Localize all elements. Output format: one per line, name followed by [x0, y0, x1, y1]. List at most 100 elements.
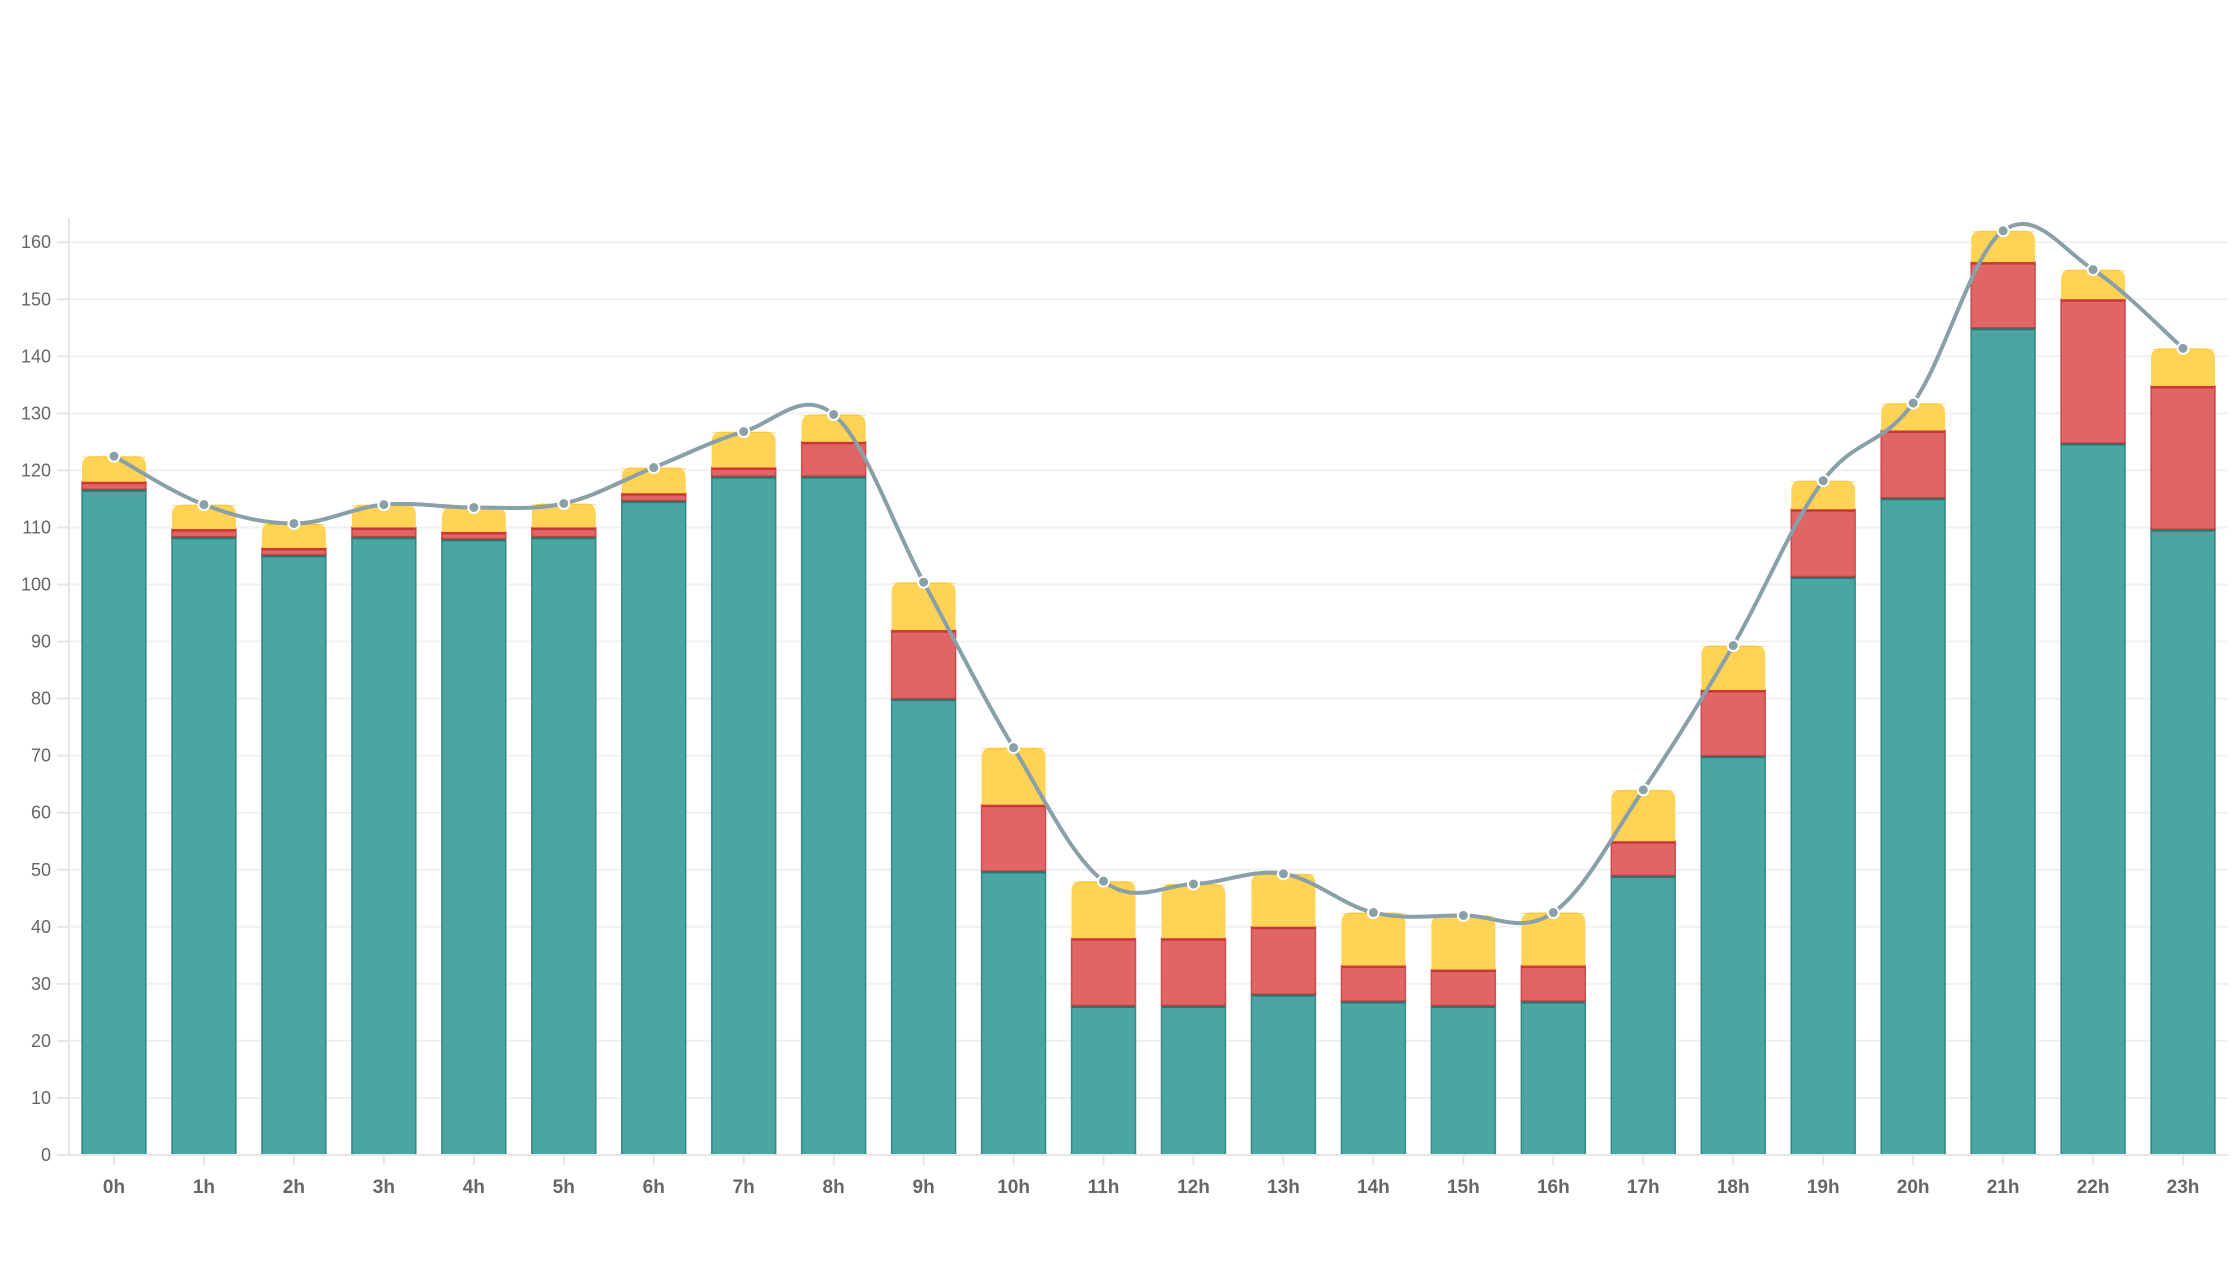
y-tick-label: 30 [31, 974, 51, 994]
x-tick-label: 19h [1807, 1177, 1840, 1198]
y-tick-label: 80 [31, 689, 51, 709]
bar-segment-2 [2151, 348, 2216, 386]
bar-segment-2 [1701, 645, 1766, 691]
line-point [377, 498, 391, 512]
line-point [2176, 341, 2190, 355]
bar-segment-2 [711, 431, 776, 468]
bar-segment-2 [261, 523, 326, 548]
bar-segment-1 [800, 441, 867, 477]
bar-segment-0 [1160, 1004, 1227, 1156]
y-tick-label: 100 [21, 575, 51, 595]
x-tick-label: 21h [1987, 1177, 2020, 1198]
x-tick-label: 5h [553, 1177, 575, 1198]
bar-segment-0 [1970, 327, 2036, 1156]
x-tick-label: 1h [193, 1177, 215, 1198]
x-tick-label: 20h [1897, 1177, 1930, 1198]
bar-segment-0 [261, 554, 327, 1156]
bar-segment-2 [891, 582, 956, 631]
bar-segment-0 [980, 870, 1047, 1156]
line-point [287, 516, 301, 530]
line-point [2086, 263, 2100, 277]
y-tick-label: 130 [21, 403, 51, 423]
bar-segment-1 [980, 803, 1047, 872]
bar-segment-2 [81, 456, 146, 482]
bar-segment-1 [1970, 261, 2036, 329]
y-tick-label: 60 [31, 803, 51, 823]
line-point [1726, 639, 1740, 653]
bar-segment-2 [1071, 881, 1136, 939]
x-tick-label: 4h [463, 1177, 485, 1198]
line-point [107, 449, 121, 463]
bar-segment-2 [1431, 915, 1496, 970]
bar-segment-2 [1341, 912, 1406, 966]
line-point [1097, 874, 1111, 888]
x-tick-label: 18h [1717, 1177, 1750, 1198]
bar-segment-1 [1520, 964, 1587, 1002]
bar-segment-0 [171, 535, 237, 1156]
bar-segment-0 [441, 538, 507, 1156]
y-tick-label: 20 [31, 1031, 51, 1051]
x-tick-label: 8h [823, 1177, 845, 1198]
line-point [1456, 908, 1470, 922]
y-tick-label: 90 [31, 632, 51, 652]
x-tick-label: 3h [373, 1177, 395, 1198]
bar-segment-2 [981, 747, 1046, 805]
x-tick-label: 12h [1177, 1177, 1210, 1198]
bar-segment-0 [620, 499, 687, 1156]
x-tick-label: 6h [643, 1177, 665, 1198]
line-point [827, 407, 841, 421]
line-point [647, 461, 661, 475]
bar-segment-2 [1161, 884, 1226, 939]
x-tick-label: 11h [1088, 1177, 1120, 1198]
bar-segment-0 [531, 535, 597, 1156]
bar-segment-0 [1340, 1000, 1407, 1156]
bar-segment-1 [2150, 385, 2216, 530]
bar-segment-0 [1520, 1000, 1587, 1156]
x-tick-label: 10h [997, 1177, 1030, 1198]
total-line [107, 222, 2190, 926]
bar-segment-1 [1070, 937, 1137, 1007]
line-point [917, 575, 931, 589]
line-point [1007, 741, 1021, 755]
y-tick-label: 110 [22, 517, 51, 537]
bar-segment-1 [890, 629, 957, 700]
bar-segment-0 [1250, 993, 1317, 1156]
line-point [1276, 867, 1290, 881]
x-tick-label: 14h [1357, 1177, 1390, 1198]
x-tick-label: 9h [913, 1177, 935, 1198]
bar-segment-2 [1251, 873, 1316, 927]
bar-segment-2 [531, 503, 596, 528]
x-axis: 0h 1h 2h 3h 4h 5h 6h 7h 8h 9h 10h 11h 12h 13h 14h 15h 16… [69, 1154, 2228, 1198]
bar-segment-0 [1430, 1004, 1497, 1156]
y-tick-label: 140 [21, 346, 51, 366]
bar-segment-0 [1880, 497, 1946, 1156]
y-tick-label: 120 [21, 460, 51, 480]
bar-segment-0 [1070, 1004, 1137, 1156]
bar-segment-1 [1700, 689, 1766, 757]
bar-segment-1 [1160, 937, 1227, 1007]
line-point [1816, 474, 1830, 488]
bar-segment-0 [81, 488, 147, 1156]
bar-segment-2 [1611, 789, 1676, 842]
line-point [557, 496, 571, 510]
bar-segment-1 [1340, 964, 1407, 1002]
bar-segment-1 [1880, 429, 1946, 499]
bar-segment-0 [800, 475, 867, 1156]
bar-segment-0 [2060, 442, 2126, 1156]
y-tick-label: 160 [21, 232, 51, 252]
bar-segment-2 [1971, 230, 2036, 263]
gridlines [69, 241, 2228, 1099]
bar-segment-0 [1610, 874, 1677, 1156]
bar-segment-0 [1790, 575, 1856, 1156]
bar-segment-2 [441, 507, 506, 533]
line-point [1906, 396, 1920, 410]
line-point [197, 498, 211, 512]
y-tick-label: 70 [31, 746, 51, 766]
x-tick-label: 23h [2167, 1177, 2200, 1198]
line-point [1546, 906, 1560, 920]
bar-segment-1 [1250, 926, 1317, 995]
bar-segment-0 [710, 475, 777, 1156]
x-tick-label: 0h [103, 1177, 125, 1198]
y-tick-label: 10 [31, 1088, 51, 1108]
x-tick-label: 22h [2077, 1177, 2110, 1198]
